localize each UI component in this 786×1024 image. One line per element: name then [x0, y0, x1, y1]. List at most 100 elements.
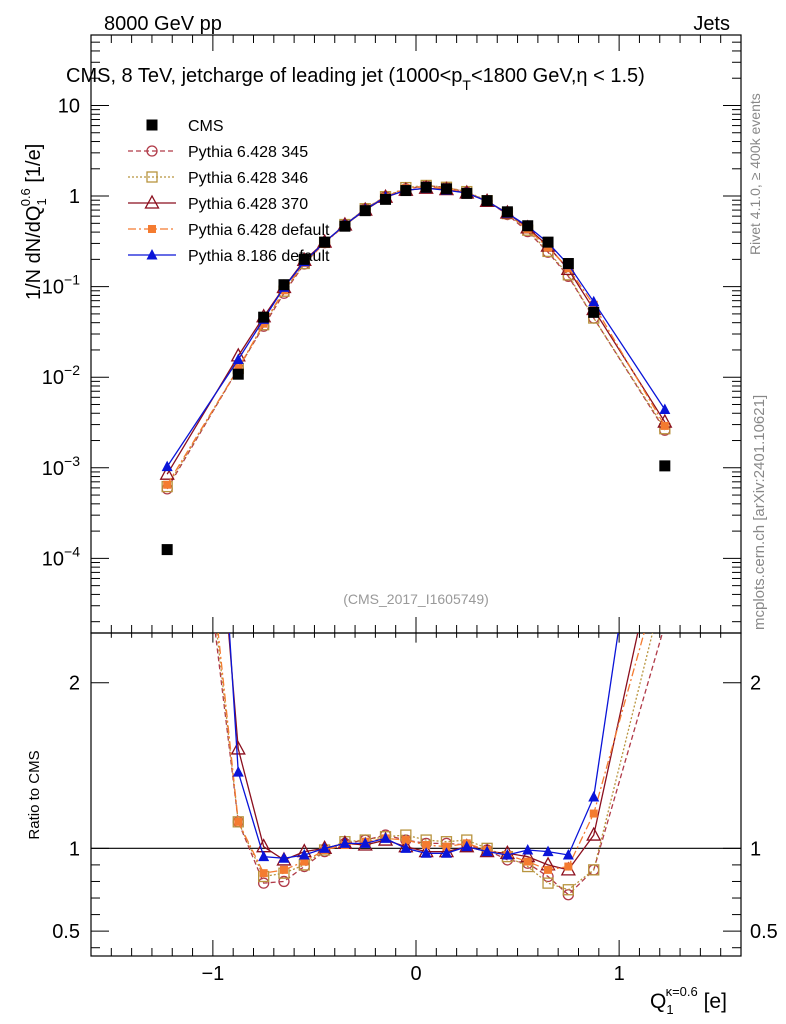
- plot-title: CMS, 8 TeV, jetcharge of leading jet (10…: [66, 65, 645, 93]
- ratio-point: [234, 817, 243, 826]
- y-tick-label-base: 10: [42, 548, 64, 570]
- ratio-point: [422, 841, 431, 850]
- ratio-point: [420, 847, 432, 858]
- ratio-point: [279, 865, 288, 874]
- y-tick-label-base: 10: [42, 367, 64, 389]
- ratio-point: [163, 149, 171, 157]
- ratio-line: [214, 633, 664, 896]
- data-point: [298, 253, 310, 265]
- legend-label: Pythia 6.428 345: [188, 144, 308, 161]
- y-axis-label-sub: 1: [34, 198, 49, 205]
- data-point: [461, 187, 473, 199]
- legend-label: Pythia 6.428 370: [188, 196, 308, 213]
- data-point: [522, 220, 534, 232]
- data-point: [319, 236, 331, 248]
- data-point: [659, 403, 671, 415]
- ratio-point: [278, 852, 290, 863]
- data-point: [588, 306, 600, 318]
- ratio-y-axis-label: Ratio to CMS: [26, 750, 43, 839]
- legend-marker: [146, 145, 158, 157]
- ratio-plot-frame: [90, 632, 742, 957]
- y-tick-label-exponent: −1: [64, 272, 80, 288]
- ratio-point: [542, 877, 554, 889]
- ratio-point: [588, 790, 600, 802]
- main-series-layer: [159, 179, 673, 556]
- y-tick-label-base: 10: [42, 458, 64, 480]
- legend-label: Pythia 6.428 346: [188, 170, 308, 187]
- ratio-line: [228, 633, 639, 871]
- data-point: [400, 185, 412, 197]
- ratio-point: [544, 865, 553, 874]
- data-point: [159, 465, 175, 480]
- plot-title-rest: <1800 GeV,η < 1.5): [471, 65, 645, 87]
- y-tick-label: 10−2: [42, 362, 80, 389]
- ratio-point: [660, 620, 670, 630]
- series-cms: [161, 181, 671, 556]
- ratio-point: [461, 840, 473, 852]
- y-tick-label-exponent: −4: [64, 543, 80, 559]
- ratio-point: [562, 848, 574, 860]
- ratio-point: [586, 826, 602, 841]
- header-right: Jets: [693, 13, 730, 35]
- data-point: [380, 193, 392, 205]
- ratio-point: [588, 864, 600, 876]
- ratio-point: [542, 845, 554, 857]
- ratio-point: [162, 187, 172, 197]
- y-tick-label-exponent: −2: [64, 362, 80, 378]
- ratio-point: [401, 836, 410, 845]
- data-point: [542, 236, 554, 248]
- data-point: [440, 183, 452, 195]
- ratio-point: [230, 740, 246, 755]
- ratio-point: [232, 766, 244, 777]
- data-point: [232, 353, 244, 364]
- ratio-point: [661, 554, 669, 562]
- y-tick-label: 10−3: [42, 453, 80, 480]
- y-axis-label: 1/N dN/dQ10.6 [1/e]: [18, 144, 49, 300]
- header-left: 8000 GeV pp: [104, 13, 222, 35]
- legend: CMS Pythia 6.428 345 Pythia 6.428 346 Pythi…: [128, 118, 330, 265]
- y-tick-label: 10−1: [42, 272, 80, 299]
- y-axis-label-pre: 1/N dN/dQ: [23, 206, 45, 300]
- ratio-point: [339, 837, 351, 848]
- ratio-tick-label-right: 0.5: [750, 921, 778, 943]
- ratio-line: [228, 633, 619, 859]
- ratio-pythia-6-428-370: [228, 502, 671, 876]
- y-tick-label-base: 1: [69, 186, 80, 208]
- legend-label: Pythia 6.428 default: [188, 222, 330, 239]
- ratio-point: [258, 877, 270, 889]
- data-point: [161, 460, 173, 472]
- ratio-point: [501, 848, 513, 860]
- legend-marker: [146, 119, 158, 131]
- ratio-point: [442, 842, 451, 851]
- data-point: [659, 460, 671, 472]
- data-point: [278, 279, 290, 291]
- y-axis-label-sup: 0.6: [18, 188, 33, 206]
- data-point: [420, 181, 432, 193]
- data-point: [660, 421, 669, 430]
- ratio-point: [359, 837, 371, 848]
- y-tick-label: 10: [58, 95, 80, 117]
- ratio-point: [658, 502, 671, 514]
- x-tick-label: 0: [410, 963, 421, 985]
- legend-marker: [146, 171, 158, 183]
- plot-title-sub: T: [462, 77, 471, 93]
- data-point: [588, 295, 600, 307]
- mcplots-label: mcplots.cern.ch [arXiv:2401.10621]: [751, 395, 768, 630]
- ratio-point: [440, 847, 452, 858]
- ratio-point: [258, 850, 270, 862]
- ratio-point: [162, 230, 172, 240]
- data-point: [339, 220, 351, 232]
- x-axis-label: Q1 κ=0.6 [e]: [650, 984, 727, 1017]
- ratio-point: [481, 845, 493, 857]
- ratio-tick-label-right: 1: [750, 838, 761, 860]
- rivet-label: Rivet 4.1.0, ≥ 400k events: [747, 93, 763, 255]
- data-point: [359, 205, 371, 217]
- ratio-tick-label: 0.5: [52, 921, 80, 943]
- ratio-pythia-8-186-default: [228, 633, 619, 863]
- legend-label: CMS: [188, 118, 224, 135]
- data-point: [562, 258, 574, 270]
- y-tick-label: 1: [69, 186, 80, 208]
- ratio-tick-label: 2: [69, 673, 80, 695]
- legend-marker: [144, 194, 160, 209]
